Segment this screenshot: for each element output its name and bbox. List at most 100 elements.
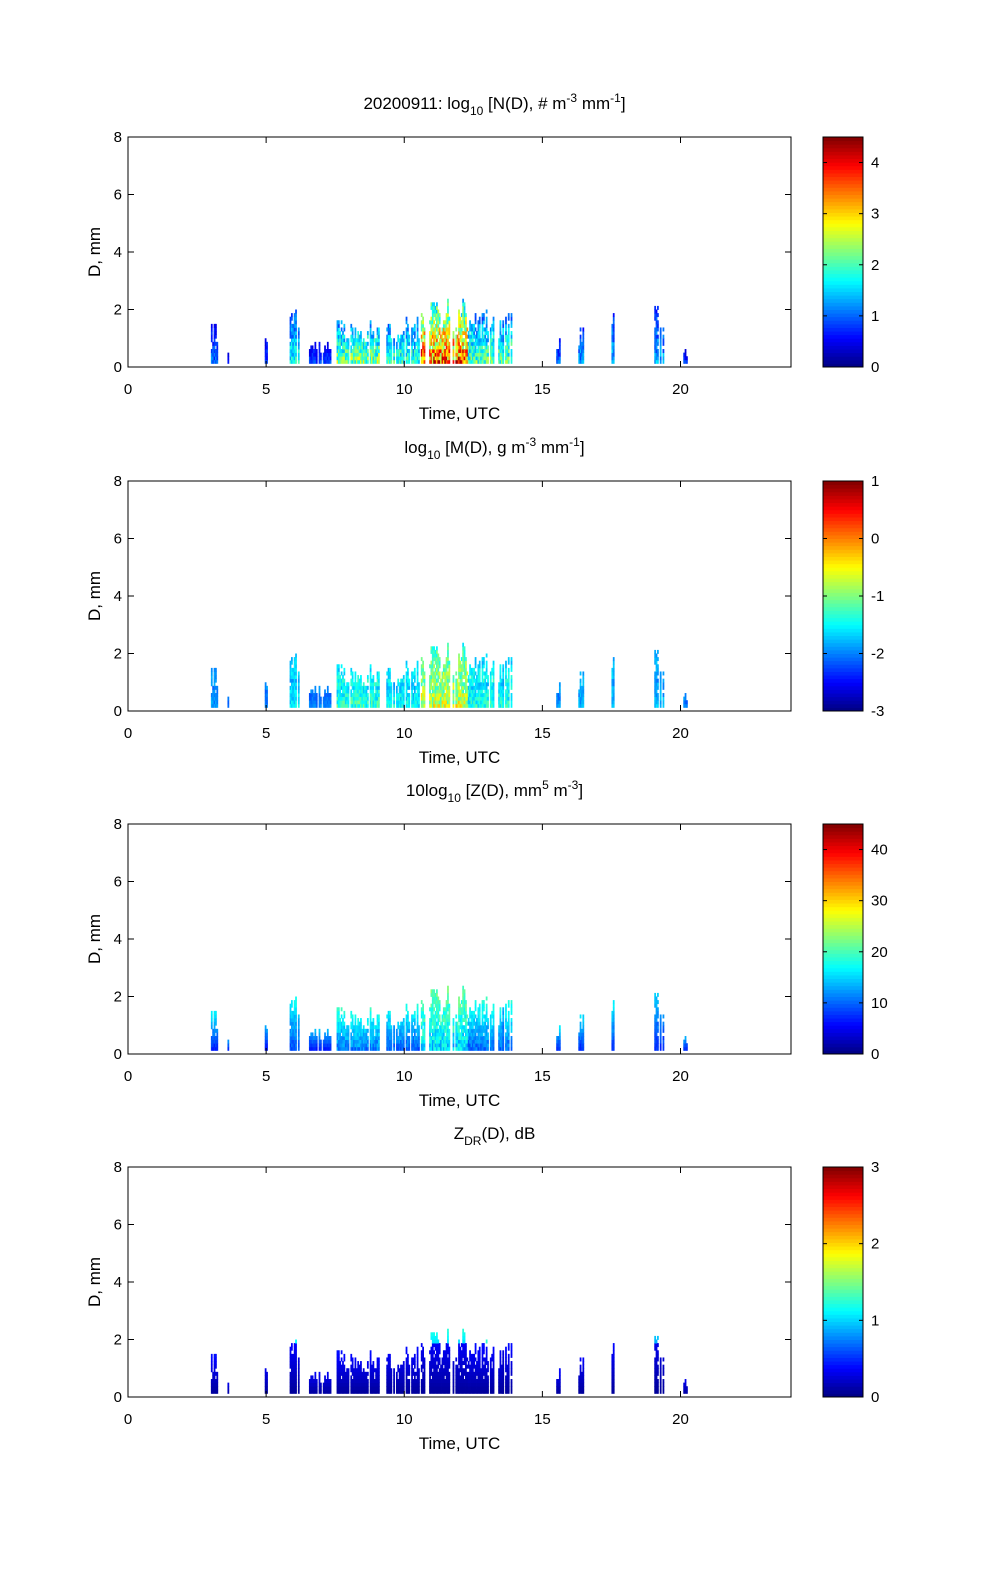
heatmap-cell <box>408 1025 411 1030</box>
heatmap-cell <box>215 349 217 354</box>
heatmap-cell <box>362 1025 365 1030</box>
heatmap-cell <box>324 1039 326 1044</box>
heatmap-cell <box>507 1014 510 1019</box>
colorbar-band <box>823 352 863 357</box>
heatmap-cell <box>611 334 614 339</box>
heatmap-cell <box>459 660 462 665</box>
heatmap-cell <box>430 660 433 665</box>
heatmap-cell <box>445 331 448 336</box>
heatmap-cell <box>375 349 378 354</box>
heatmap-cell <box>347 682 350 687</box>
heatmap-cell <box>292 1389 295 1394</box>
heatmap-cell <box>318 685 321 690</box>
heatmap-cell <box>474 693 477 698</box>
heatmap-cell <box>474 338 477 343</box>
heatmap-cell <box>462 331 465 336</box>
heatmap-cell <box>502 1036 505 1041</box>
heatmap-cell <box>290 1361 293 1366</box>
heatmap-cell <box>293 1025 296 1030</box>
heatmap-cell <box>466 349 469 354</box>
heatmap-cell <box>485 664 488 669</box>
heatmap-cell <box>324 1036 326 1041</box>
colorbar-band <box>823 824 863 829</box>
heatmap-cell <box>295 1003 297 1008</box>
heatmap-cell <box>471 331 474 336</box>
heatmap-cell <box>369 664 372 669</box>
heatmap-cell <box>473 345 476 350</box>
heatmap-cell <box>477 345 480 350</box>
heatmap-cell <box>581 1032 583 1037</box>
heatmap-cell <box>502 349 505 354</box>
heatmap-cell <box>364 345 366 350</box>
heatmap-cell <box>354 1021 357 1026</box>
heatmap-cell <box>447 671 449 676</box>
heatmap-cell <box>416 1007 419 1012</box>
heatmap-cell <box>579 1028 582 1033</box>
heatmap-cell <box>429 682 431 687</box>
heatmap-cell <box>420 1043 423 1048</box>
heatmap-cell <box>433 320 436 325</box>
colorbar-band <box>823 495 863 500</box>
heatmap-cell <box>210 1046 213 1051</box>
heatmap-cell <box>466 689 469 694</box>
heatmap-cell <box>456 352 459 357</box>
heatmap-cell <box>473 327 476 332</box>
heatmap-cell <box>326 1389 329 1394</box>
heatmap-cell <box>266 1039 268 1044</box>
heatmap-cell <box>438 1007 441 1012</box>
heatmap-cell <box>289 1039 292 1044</box>
heatmap-cell <box>578 1039 581 1044</box>
heatmap-cell <box>343 1368 346 1373</box>
heatmap-cell <box>322 1386 325 1391</box>
heatmap-cell <box>440 682 442 687</box>
heatmap-cell <box>210 1014 213 1019</box>
heatmap-cell <box>390 345 393 350</box>
heatmap-cell <box>581 341 583 346</box>
heatmap-cell <box>213 345 216 350</box>
y-tick-label: 6 <box>114 531 122 548</box>
heatmap-cell <box>498 345 500 350</box>
heatmap-cell <box>293 671 296 676</box>
heatmap-cell <box>655 664 658 669</box>
heatmap-cell <box>482 313 485 318</box>
heatmap-cell <box>397 1386 400 1391</box>
heatmap-cell <box>344 359 347 364</box>
heatmap-cell <box>458 1032 460 1037</box>
heatmap-cell <box>413 678 416 683</box>
colorbar-band <box>823 248 863 253</box>
heatmap-cell <box>346 1375 349 1380</box>
heatmap-cell <box>216 689 219 694</box>
heatmap-cell <box>416 667 419 672</box>
heatmap-cell <box>402 1021 405 1026</box>
heatmap-cell <box>507 316 510 321</box>
colorbar-band <box>823 1039 863 1044</box>
heatmap-cell <box>337 689 340 694</box>
heatmap-cell <box>357 352 360 357</box>
heatmap-cell <box>351 696 354 701</box>
heatmap-cell <box>579 356 582 361</box>
heatmap-cell <box>662 1046 665 1051</box>
heatmap-cell <box>375 1375 378 1380</box>
heatmap-cell <box>447 1025 449 1030</box>
heatmap-cell <box>362 1375 365 1380</box>
heatmap-cell <box>295 1379 297 1384</box>
heatmap-cell <box>397 1389 400 1394</box>
heatmap-cell <box>505 356 507 361</box>
heatmap-cell <box>444 1021 447 1026</box>
heatmap-cell <box>657 327 659 332</box>
heatmap-cell <box>373 338 376 343</box>
heatmap-cell <box>290 1364 293 1369</box>
heatmap-cell <box>463 660 466 665</box>
heatmap-cell <box>462 664 465 669</box>
heatmap-cell <box>408 678 411 683</box>
heatmap-cell <box>389 1353 391 1358</box>
heatmap-cell <box>369 1361 372 1366</box>
heatmap-cell <box>430 349 433 354</box>
heatmap-cell <box>422 1032 424 1037</box>
heatmap-cell <box>459 693 462 698</box>
heatmap-cell <box>413 689 416 694</box>
heatmap-cell <box>366 1371 369 1376</box>
heatmap-cell <box>215 678 217 683</box>
heatmap-cell <box>558 682 561 687</box>
heatmap-cell <box>489 1046 492 1051</box>
